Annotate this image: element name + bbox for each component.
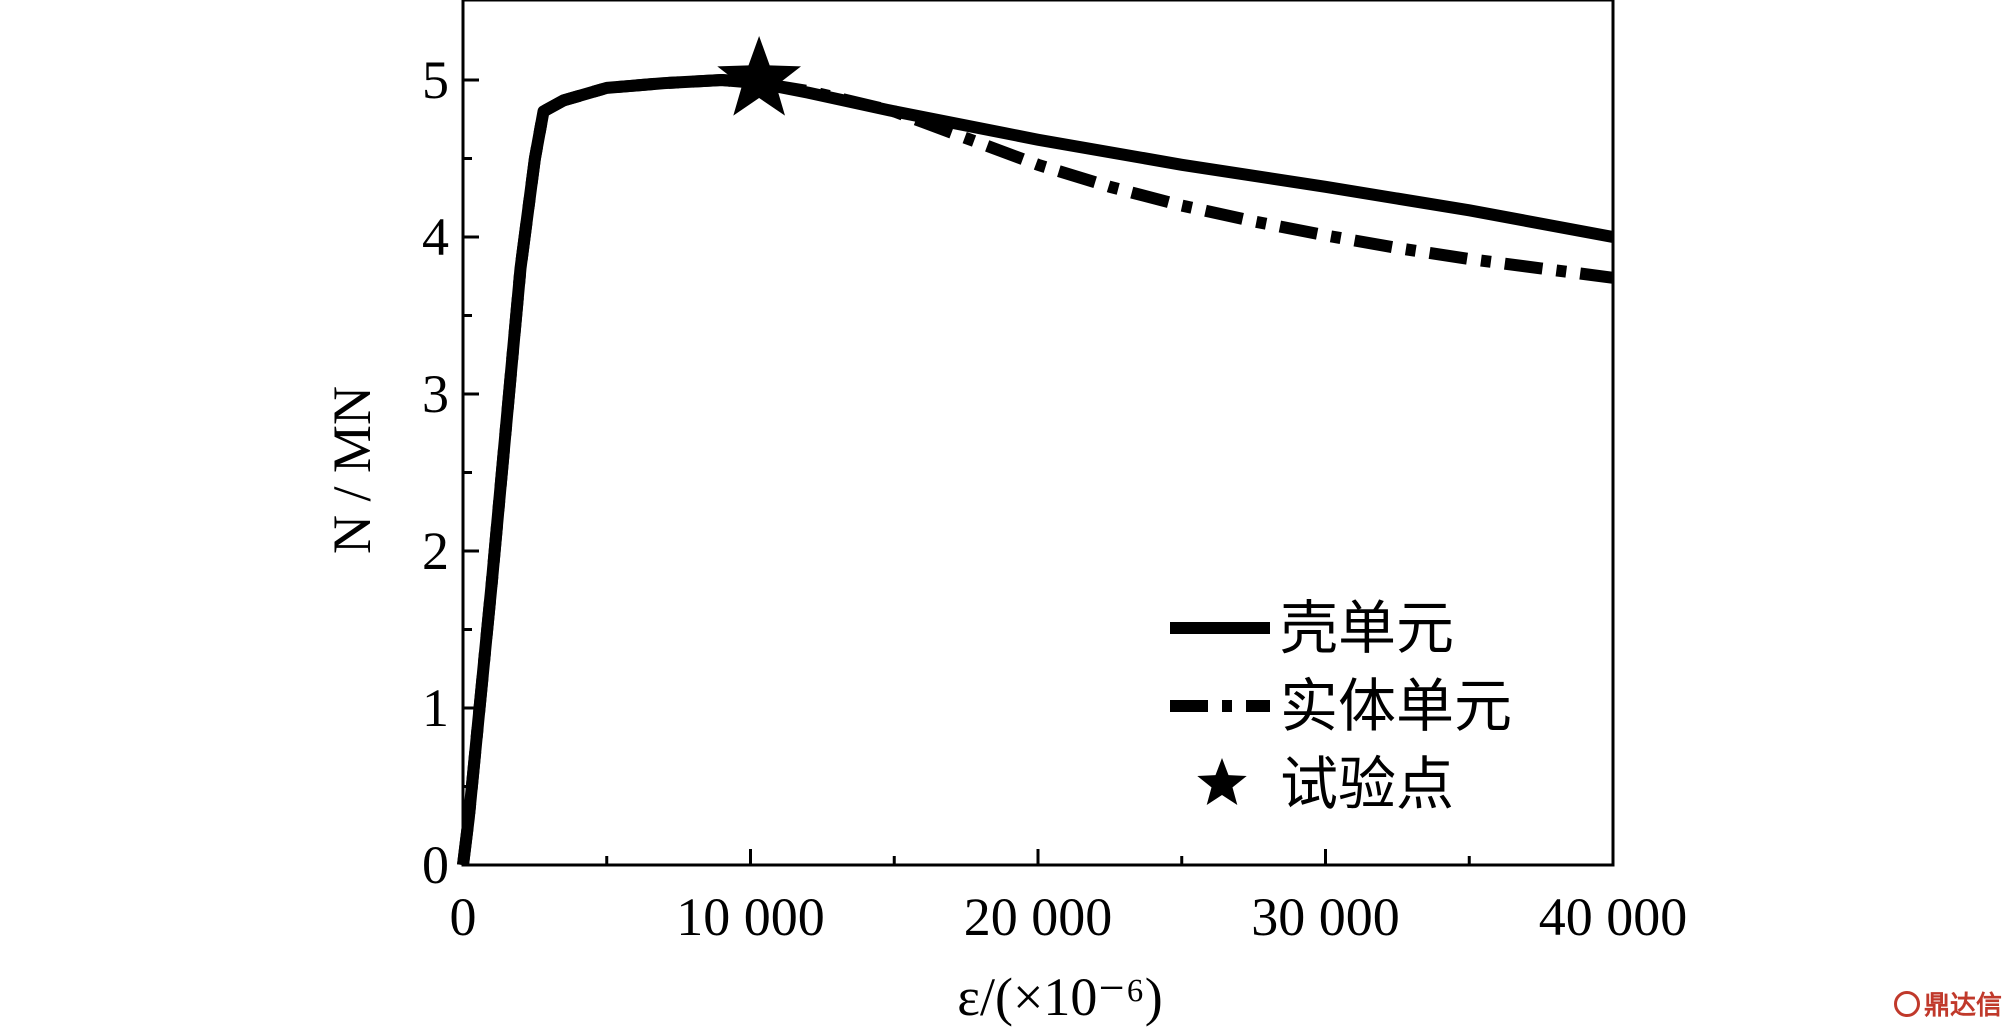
y-tick-label: 2 <box>422 521 449 581</box>
watermark-text: 鼎达信 <box>1923 991 2002 1021</box>
series-layer <box>457 74 1615 866</box>
y-tick-label: 0 <box>422 835 449 895</box>
watermark-logo-icon <box>1893 990 1920 1017</box>
legend: 壳单元 实体单元 试验点 <box>1170 594 1512 818</box>
x-tick-label: 40 000 <box>1539 887 1688 947</box>
y-tick-label: 3 <box>422 364 449 424</box>
x-tick-label: 10 000 <box>676 887 825 947</box>
legend-star-icon <box>1197 758 1247 805</box>
y-tick-label: 4 <box>422 207 449 267</box>
y-axis-title: N / MN <box>322 386 382 554</box>
watermark: 鼎达信 <box>1893 985 2002 1022</box>
series-line-1 <box>457 74 1615 866</box>
x-axis-title: ε/(×10⁻⁶) <box>957 967 1162 1027</box>
test-point-star-marker <box>717 36 801 116</box>
y-axis-ticks: 0 1 2 3 4 5 <box>422 50 479 895</box>
x-tick-label: 20 000 <box>964 887 1113 947</box>
marker-layer <box>717 36 801 116</box>
legend-label-test: 试验点 <box>1280 750 1454 818</box>
x-axis-ticks: 0 10 000 20 000 30 000 40 000 <box>450 849 1688 947</box>
legend-label-solid: 实体单元 <box>1280 672 1512 740</box>
x-tick-label: 30 000 <box>1251 887 1400 947</box>
series-line-2 <box>457 74 1614 866</box>
legend-label-shell: 壳单元 <box>1280 594 1454 662</box>
y-tick-label: 1 <box>422 678 449 738</box>
y-tick-label: 5 <box>422 50 449 110</box>
x-tick-label: 0 <box>450 887 477 947</box>
